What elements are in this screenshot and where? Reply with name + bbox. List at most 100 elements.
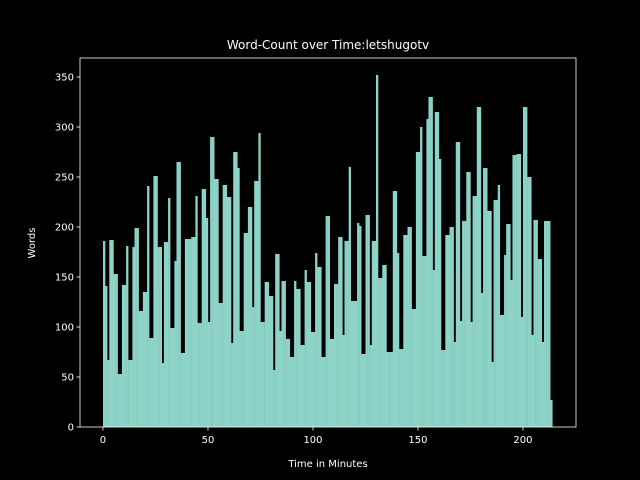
bar bbox=[220, 303, 223, 427]
bar bbox=[495, 200, 498, 427]
bar bbox=[212, 137, 215, 427]
bar bbox=[470, 322, 473, 427]
bar bbox=[539, 259, 543, 427]
bar bbox=[405, 235, 408, 427]
bar bbox=[455, 142, 459, 427]
bar bbox=[222, 185, 225, 427]
bar bbox=[411, 309, 414, 427]
bar bbox=[369, 345, 372, 427]
bar bbox=[396, 253, 400, 427]
bar bbox=[401, 349, 404, 427]
bar bbox=[388, 352, 391, 427]
bar bbox=[321, 357, 324, 427]
bar bbox=[205, 218, 209, 427]
bar bbox=[487, 211, 490, 427]
bar bbox=[249, 207, 253, 427]
bar bbox=[424, 256, 427, 427]
bar bbox=[480, 293, 484, 427]
bar bbox=[527, 177, 530, 427]
bar bbox=[331, 339, 335, 427]
bar bbox=[214, 179, 217, 427]
x-tick-label: 100 bbox=[303, 435, 322, 446]
bar bbox=[531, 335, 534, 427]
bar bbox=[499, 315, 503, 427]
bar bbox=[409, 227, 412, 427]
bar bbox=[449, 227, 452, 427]
bar bbox=[184, 239, 188, 427]
bar bbox=[489, 211, 492, 427]
bar bbox=[121, 285, 125, 427]
bar bbox=[525, 107, 528, 427]
x-tick-label: 50 bbox=[202, 435, 215, 446]
bar bbox=[338, 237, 341, 427]
bar bbox=[281, 281, 284, 427]
bar bbox=[157, 247, 160, 427]
bar bbox=[514, 155, 517, 427]
bar bbox=[529, 177, 532, 427]
bar bbox=[453, 342, 456, 427]
bar bbox=[506, 224, 509, 427]
bar bbox=[306, 282, 309, 427]
bar bbox=[319, 267, 322, 427]
bar bbox=[178, 162, 181, 427]
bar bbox=[283, 281, 286, 427]
bar bbox=[252, 307, 255, 427]
bar bbox=[432, 270, 435, 427]
bar bbox=[191, 237, 194, 427]
bar bbox=[151, 338, 154, 427]
bar bbox=[352, 301, 356, 427]
bar bbox=[350, 301, 354, 427]
bar bbox=[109, 240, 112, 427]
bar bbox=[117, 374, 120, 427]
bar bbox=[245, 233, 249, 427]
y-tick-label: 350 bbox=[55, 73, 74, 84]
bar bbox=[287, 339, 291, 427]
bar bbox=[493, 200, 496, 427]
bar bbox=[159, 247, 162, 427]
bar bbox=[378, 278, 381, 427]
bar bbox=[407, 227, 410, 427]
x-axis-label: Time in Minutes bbox=[287, 459, 367, 470]
bar bbox=[340, 237, 343, 427]
bar bbox=[394, 191, 398, 427]
bar bbox=[315, 253, 318, 427]
bar bbox=[501, 315, 505, 427]
bar bbox=[182, 353, 186, 427]
bar bbox=[543, 221, 547, 427]
bar bbox=[384, 265, 387, 427]
bar bbox=[535, 220, 538, 427]
bar bbox=[483, 168, 486, 427]
bar bbox=[170, 328, 173, 427]
y-tick-label: 250 bbox=[55, 173, 74, 184]
bar bbox=[266, 282, 270, 427]
bar bbox=[365, 215, 368, 427]
bar bbox=[218, 303, 221, 427]
bar bbox=[144, 292, 148, 427]
bar bbox=[415, 152, 419, 427]
bar bbox=[510, 280, 513, 427]
bar bbox=[224, 185, 228, 427]
bar bbox=[373, 241, 377, 427]
bar bbox=[443, 350, 446, 427]
y-tick-label: 100 bbox=[55, 323, 74, 334]
bar bbox=[348, 167, 351, 427]
bar bbox=[485, 168, 488, 427]
bar bbox=[300, 345, 303, 427]
bar bbox=[548, 221, 551, 427]
x-tick-label: 0 bbox=[100, 435, 106, 446]
bar bbox=[426, 119, 429, 427]
bar bbox=[462, 221, 465, 427]
bar bbox=[497, 185, 501, 427]
bar bbox=[123, 285, 127, 427]
bar bbox=[134, 228, 137, 427]
bar bbox=[176, 162, 179, 427]
x-tick-label: 200 bbox=[513, 435, 532, 446]
bar bbox=[270, 296, 274, 427]
bar bbox=[239, 331, 242, 427]
bar bbox=[105, 286, 108, 427]
bar bbox=[289, 357, 293, 427]
bar bbox=[291, 357, 295, 427]
bar bbox=[119, 374, 123, 427]
bar bbox=[277, 254, 280, 427]
